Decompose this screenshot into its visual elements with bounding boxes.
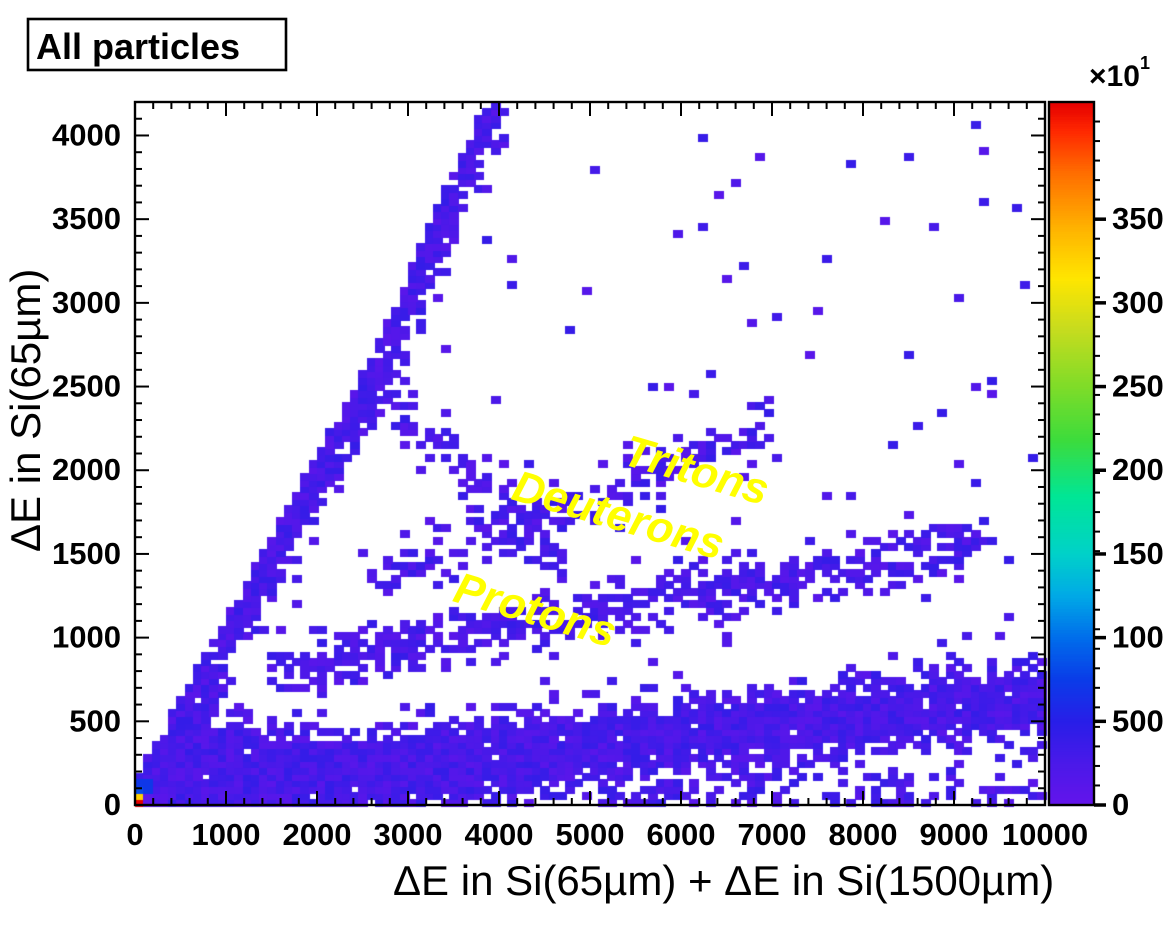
svg-text:0: 0 bbox=[104, 787, 121, 822]
svg-text:100: 100 bbox=[1112, 620, 1164, 655]
svg-text:0: 0 bbox=[1112, 787, 1129, 822]
svg-text:ΔE in Si(65µm): ΔE in Si(65µm) bbox=[2, 269, 49, 552]
svg-text:4000: 4000 bbox=[465, 817, 534, 852]
svg-text:7000: 7000 bbox=[738, 817, 807, 852]
svg-text:10000: 10000 bbox=[1002, 817, 1088, 852]
svg-text:3000: 3000 bbox=[52, 285, 121, 320]
svg-text:0: 0 bbox=[126, 817, 143, 852]
svg-text:2500: 2500 bbox=[52, 369, 121, 404]
svg-text:ΔE in Si(65µm) + ΔE in Si(1500: ΔE in Si(65µm) + ΔE in Si(1500µm) bbox=[393, 857, 1054, 904]
svg-text:9000: 9000 bbox=[920, 817, 989, 852]
svg-text:1500: 1500 bbox=[52, 536, 121, 571]
svg-text:6000: 6000 bbox=[647, 817, 716, 852]
svg-text:Protons: Protons bbox=[449, 563, 622, 657]
svg-text:300: 300 bbox=[1112, 285, 1164, 320]
svg-text:150: 150 bbox=[1112, 536, 1164, 571]
svg-text:1000: 1000 bbox=[52, 620, 121, 655]
svg-text:250: 250 bbox=[1112, 369, 1164, 404]
svg-text:2000: 2000 bbox=[283, 817, 352, 852]
svg-text:500: 500 bbox=[1112, 703, 1164, 738]
svg-text:All particles: All particles bbox=[36, 26, 240, 67]
svg-text:×10: ×10 bbox=[1089, 60, 1140, 93]
svg-text:4000: 4000 bbox=[52, 117, 121, 152]
svg-text:5000: 5000 bbox=[556, 817, 625, 852]
svg-text:8000: 8000 bbox=[829, 817, 898, 852]
svg-text:2000: 2000 bbox=[52, 452, 121, 487]
svg-text:1000: 1000 bbox=[192, 817, 261, 852]
svg-text:350: 350 bbox=[1112, 201, 1164, 236]
svg-text:3000: 3000 bbox=[374, 817, 443, 852]
svg-text:1: 1 bbox=[1140, 53, 1150, 73]
svg-text:200: 200 bbox=[1112, 452, 1164, 487]
svg-text:500: 500 bbox=[69, 703, 121, 738]
svg-text:3500: 3500 bbox=[52, 201, 121, 236]
